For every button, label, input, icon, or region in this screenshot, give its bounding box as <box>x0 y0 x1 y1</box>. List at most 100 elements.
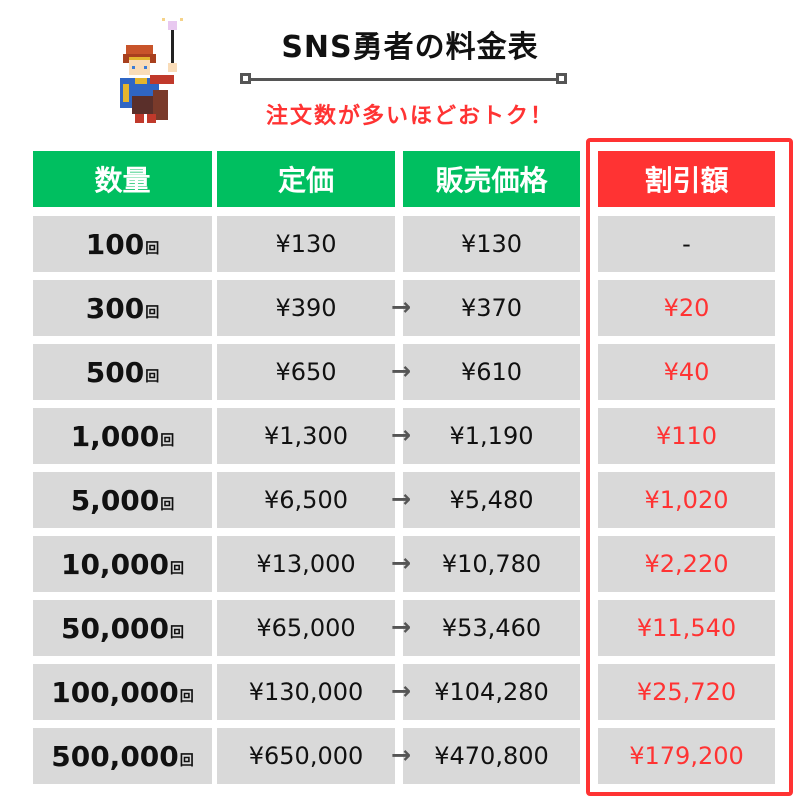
discount-cell: ¥25,720 <box>598 664 775 720</box>
list-price-value: ¥1,300 <box>264 422 348 450</box>
sale-price-cell: ¥130 <box>403 216 580 272</box>
header-list-price: 定価 <box>217 151 395 207</box>
list-price-cell: ¥650 <box>217 344 395 400</box>
quantity-cell: 5,000 回 <box>33 472 212 528</box>
arrow-right-icon: → <box>390 741 412 769</box>
list-price-cell: ¥390 <box>217 280 395 336</box>
quantity-value: 1,000 <box>70 419 160 453</box>
quantity-cell: 500,000 回 <box>33 728 212 784</box>
sale-price-cell: ¥53,460 <box>403 600 580 656</box>
sale-price-value: ¥1,190 <box>449 422 534 450</box>
quantity-value: 5,000 <box>70 483 160 517</box>
sale-price-value: ¥610 <box>460 358 523 386</box>
discount-value: ¥20 <box>663 294 710 322</box>
unit-label: 回 <box>179 689 194 705</box>
quantity-value: 300 <box>85 291 145 325</box>
sale-price-cell: ¥10,780 <box>403 536 580 592</box>
sale-price-value: ¥53,460 <box>441 614 542 642</box>
unit-label: 回 <box>145 241 160 257</box>
list-price-value: ¥6,500 <box>264 486 348 514</box>
sale-price-cell: ¥1,190 <box>403 408 580 464</box>
sale-price-value: ¥104,280 <box>434 678 549 706</box>
title-divider <box>244 78 564 81</box>
discount-value: ¥11,540 <box>636 614 737 642</box>
list-price-cell: ¥13,000 <box>217 536 395 592</box>
discount-value: ¥110 <box>655 422 718 450</box>
arrow-right-icon: → <box>390 613 412 641</box>
sale-price-value: ¥10,780 <box>441 550 542 578</box>
discount-cell: ¥2,220 <box>598 536 775 592</box>
sale-price-cell: ¥5,480 <box>403 472 580 528</box>
quantity-cell: 1,000 回 <box>33 408 212 464</box>
arrow-right-icon: → <box>390 357 412 385</box>
arrow-right-icon: → <box>390 677 412 705</box>
quantity-value: 100 <box>85 227 145 261</box>
unit-label: 回 <box>179 753 194 769</box>
discount-value: ¥40 <box>663 358 710 386</box>
discount-cell: ¥179,200 <box>598 728 775 784</box>
quantity-value: 50,000 <box>60 611 170 645</box>
list-price-value: ¥650 <box>275 358 337 386</box>
list-price-value: ¥130 <box>275 230 337 258</box>
arrow-right-icon: → <box>390 421 412 449</box>
quantity-cell: 100 回 <box>33 216 212 272</box>
discount-value: ¥179,200 <box>629 742 744 770</box>
discount-cell: ¥20 <box>598 280 775 336</box>
discount-cell: ¥11,540 <box>598 600 775 656</box>
sale-price-cell: ¥470,800 <box>403 728 580 784</box>
quantity-value: 500,000 <box>51 739 179 773</box>
list-price-value: ¥390 <box>275 294 337 322</box>
discount-value: ¥1,020 <box>644 486 729 514</box>
unit-label: 回 <box>145 369 160 385</box>
unit-label: 回 <box>170 625 185 641</box>
sale-price-value: ¥130 <box>460 230 523 258</box>
unit-label: 回 <box>170 561 185 577</box>
header-quantity: 数量 <box>33 151 212 207</box>
unit-label: 回 <box>160 433 175 449</box>
discount-cell: ¥110 <box>598 408 775 464</box>
quantity-cell: 50,000 回 <box>33 600 212 656</box>
header-sale-price: 販売価格 <box>403 151 580 207</box>
discount-cell: ¥1,020 <box>598 472 775 528</box>
arrow-right-icon: → <box>390 485 412 513</box>
list-price-value: ¥65,000 <box>256 614 356 642</box>
quantity-cell: 100,000 回 <box>33 664 212 720</box>
sale-price-value: ¥5,480 <box>449 486 534 514</box>
discount-cell: - <box>598 216 775 272</box>
list-price-cell: ¥65,000 <box>217 600 395 656</box>
discount-value: ¥2,220 <box>644 550 729 578</box>
sale-price-cell: ¥370 <box>403 280 580 336</box>
discount-highlight-box <box>586 138 793 796</box>
list-price-value: ¥130,000 <box>248 678 364 706</box>
list-price-cell: ¥130,000 <box>217 664 395 720</box>
arrow-right-icon: → <box>390 549 412 577</box>
quantity-value: 100,000 <box>51 675 179 709</box>
arrow-right-icon: → <box>390 293 412 321</box>
list-price-value: ¥650,000 <box>248 742 364 770</box>
discount-value: ¥25,720 <box>636 678 737 706</box>
page-title: SNS勇者の料金表 <box>281 30 539 65</box>
quantity-value: 500 <box>85 355 145 389</box>
subtitle: 注文数が多いほどおトク！ <box>265 104 554 129</box>
quantity-cell: 500 回 <box>33 344 212 400</box>
hero-character-image <box>120 18 183 123</box>
list-price-value: ¥13,000 <box>256 550 356 578</box>
sale-price-cell: ¥104,280 <box>403 664 580 720</box>
quantity-cell: 10,000 回 <box>33 536 212 592</box>
sale-price-value: ¥370 <box>460 294 523 322</box>
sale-price-value: ¥470,800 <box>434 742 549 770</box>
unit-label: 回 <box>145 305 160 321</box>
quantity-cell: 300 回 <box>33 280 212 336</box>
list-price-cell: ¥6,500 <box>217 472 395 528</box>
sale-price-cell: ¥610 <box>403 344 580 400</box>
list-price-cell: ¥1,300 <box>217 408 395 464</box>
divider-endpoint <box>556 73 567 84</box>
list-price-cell: ¥650,000 <box>217 728 395 784</box>
discount-value: - <box>682 230 691 258</box>
unit-label: 回 <box>160 497 175 513</box>
discount-cell: ¥40 <box>598 344 775 400</box>
header-discount: 割引額 <box>598 151 775 207</box>
list-price-cell: ¥130 <box>217 216 395 272</box>
divider-endpoint <box>240 73 251 84</box>
quantity-value: 10,000 <box>60 547 170 581</box>
